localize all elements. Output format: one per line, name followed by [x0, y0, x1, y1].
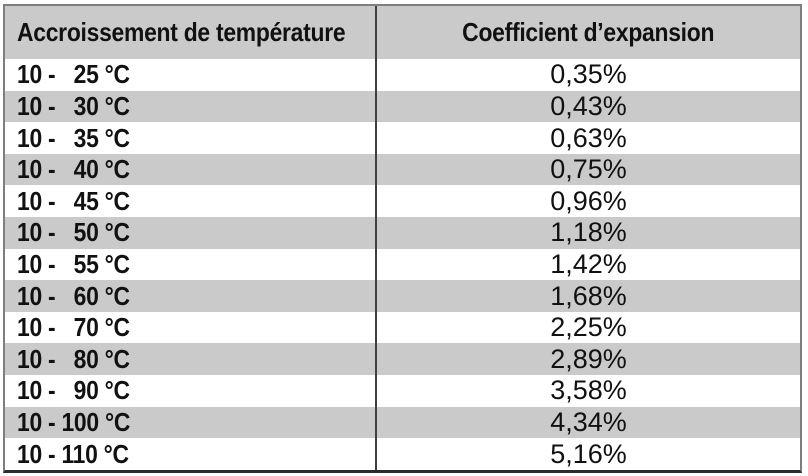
coefficient-cell: 2,25% [377, 312, 800, 344]
temperature-range-value: 10 - 70 °C [17, 312, 130, 343]
header-temperature-increase-label: Accroissement de température [17, 17, 346, 47]
header-expansion-coefficient: Coefficient d’expansion [377, 6, 800, 59]
temperature-range-value: 10 - 50 °C [17, 217, 130, 248]
coefficient-value: 0,75% [550, 154, 627, 185]
temperature-range-cell: 10 - 60 °C [5, 280, 377, 312]
table-row: 10 - 50 °C 1,18% [5, 217, 800, 249]
coefficient-value: 1,18% [550, 217, 627, 248]
temperature-range-cell: 10 - 55 °C [5, 248, 377, 281]
table-row: 10 - 55 °C 1,42% [5, 248, 800, 281]
temperature-range-cell: 10 - 80 °C [5, 343, 377, 376]
coefficient-cell: 4,34% [377, 407, 800, 439]
coefficient-value: 0,35% [550, 59, 627, 90]
table-row: 10 - 90 °C 3,58% [5, 375, 800, 407]
header-temperature-increase: Accroissement de température [5, 6, 377, 59]
table-row: 10 - 110 °C 5,16% [5, 438, 800, 470]
table-header-row: Accroissement de température Coefficient… [5, 6, 800, 59]
temperature-range-cell: 10 - 110 °C [5, 438, 377, 470]
temperature-range-cell: 10 - 50 °C [5, 217, 377, 249]
coefficient-cell: 3,58% [377, 375, 800, 407]
temperature-range-value: 10 - 45 °C [17, 185, 130, 216]
coefficient-cell: 5,16% [377, 438, 800, 470]
coefficient-value: 1,42% [550, 248, 627, 279]
temperature-range-cell: 10 - 25 °C [5, 59, 377, 91]
table-row: 10 - 60 °C 1,68% [5, 280, 800, 312]
temperature-range-value: 10 - 100 °C [17, 407, 131, 437]
table-row: 10 - 45 °C 0,96% [5, 185, 800, 218]
table-row: 10 - 30 °C 0,43% [5, 90, 800, 123]
coefficient-cell: 0,96% [377, 185, 800, 217]
temperature-range-value: 10 - 40 °C [17, 154, 130, 185]
table-row: 10 - 40 °C 0,75% [5, 153, 800, 186]
temperature-range-value: 10 - 80 °C [17, 343, 130, 374]
table-row: 10 - 35 °C 0,63% [5, 122, 800, 154]
temperature-range-cell: 10 - 70 °C [5, 311, 377, 344]
temperature-range-value: 10 - 30 °C [17, 90, 130, 121]
temperature-range-cell: 10 - 35 °C [5, 122, 377, 154]
temperature-range-cell: 10 - 100 °C [5, 406, 377, 439]
temperature-range-value: 10 - 110 °C [17, 438, 129, 469]
table-row: 10 - 70 °C 2,25% [5, 311, 800, 344]
temperature-range-cell: 10 - 30 °C [5, 90, 377, 123]
coefficient-value: 2,25% [550, 312, 627, 343]
coefficient-value: 1,68% [550, 280, 627, 311]
temperature-range-value: 10 - 60 °C [17, 280, 130, 311]
coefficient-value: 4,34% [550, 407, 627, 437]
table-row: 10 - 25 °C 0,35% [5, 59, 800, 91]
expansion-coefficient-table: Accroissement de température Coefficient… [3, 4, 802, 473]
coefficient-value: 2,89% [550, 343, 627, 374]
coefficient-value: 0,63% [550, 122, 627, 153]
temperature-range-value: 10 - 90 °C [17, 375, 130, 406]
temperature-range-value: 10 - 35 °C [17, 122, 130, 153]
coefficient-cell: 1,68% [377, 280, 800, 312]
coefficient-cell: 1,42% [377, 249, 800, 281]
coefficient-cell: 0,75% [377, 154, 800, 186]
temperature-range-cell: 10 - 90 °C [5, 375, 377, 407]
table-row: 10 - 100 °C 4,34% [5, 406, 800, 439]
coefficient-cell: 0,43% [377, 91, 800, 123]
coefficient-value: 5,16% [550, 438, 627, 469]
table-row: 10 - 80 °C 2,89% [5, 343, 800, 376]
temperature-range-cell: 10 - 40 °C [5, 153, 377, 186]
header-expansion-coefficient-label: Coefficient d’expansion [462, 17, 715, 47]
coefficient-cell: 0,35% [377, 59, 800, 91]
coefficient-value: 0,43% [550, 90, 627, 121]
coefficient-cell: 2,89% [377, 343, 800, 375]
temperature-range-cell: 10 - 45 °C [5, 185, 377, 218]
temperature-range-value: 10 - 25 °C [17, 59, 130, 90]
temperature-range-value: 10 - 55 °C [17, 248, 130, 279]
coefficient-cell: 1,18% [377, 217, 800, 249]
coefficient-value: 0,96% [550, 185, 627, 216]
coefficient-value: 3,58% [550, 375, 627, 406]
coefficient-cell: 0,63% [377, 122, 800, 154]
